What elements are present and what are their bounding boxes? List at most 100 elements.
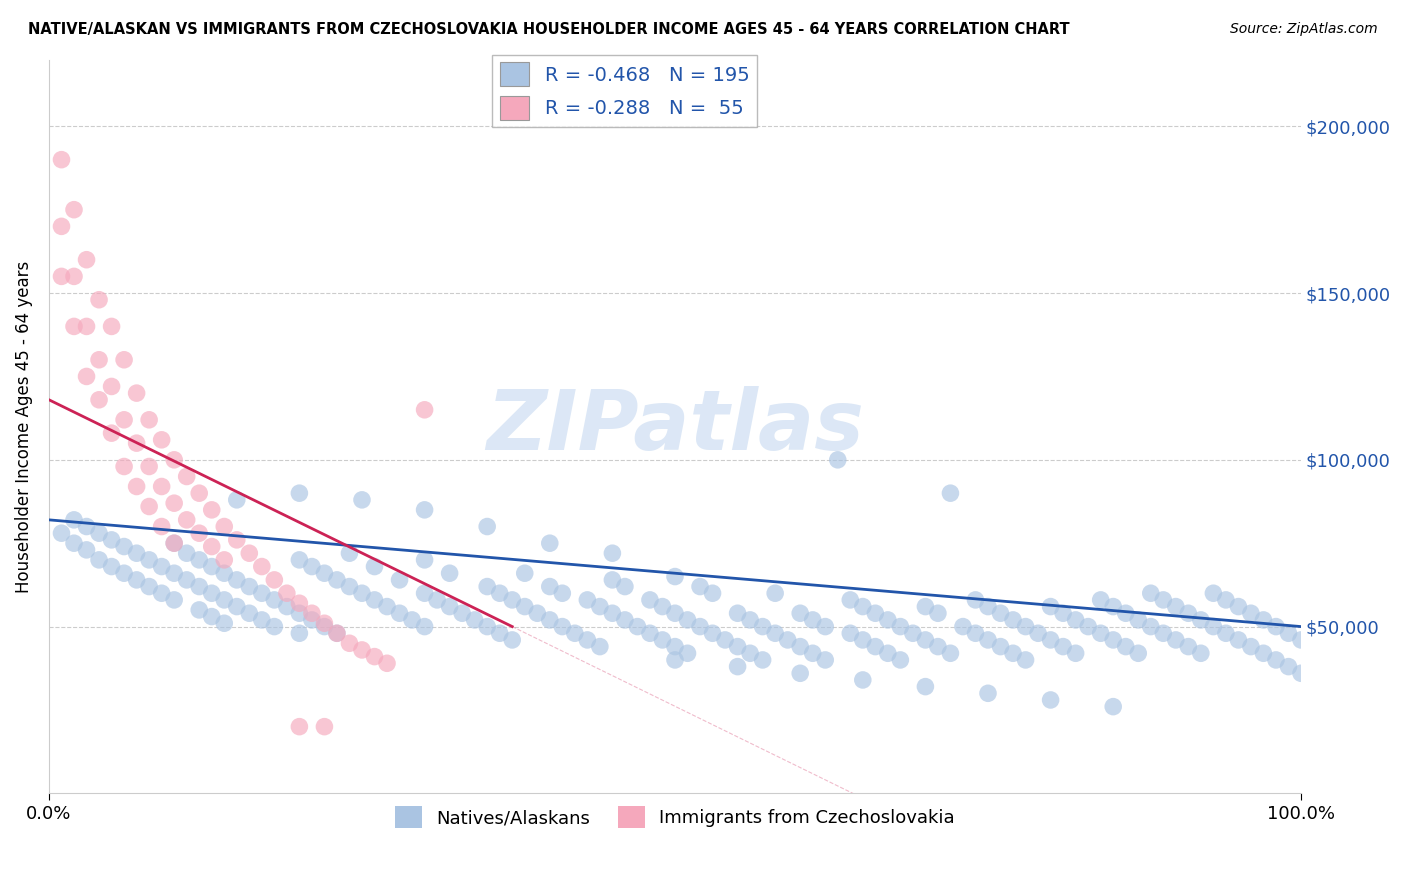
Point [763, 626, 786, 640]
Point [990, 640, 1012, 654]
Point [388, 606, 411, 620]
Point [112, 352, 135, 367]
Point [339, 546, 361, 560]
Point [225, 573, 247, 587]
Point [163, 593, 186, 607]
Point [63, 269, 86, 284]
Point [789, 606, 811, 620]
Point [339, 580, 361, 594]
Point [1215, 626, 1237, 640]
Point [301, 559, 323, 574]
Point [602, 546, 624, 560]
Point [1128, 613, 1150, 627]
Point [1177, 606, 1199, 620]
Point [87, 526, 110, 541]
Point [965, 626, 987, 640]
Point [638, 593, 661, 607]
Point [138, 580, 160, 594]
Point [1002, 613, 1025, 627]
Point [125, 386, 148, 401]
Point [852, 673, 875, 687]
Point [1227, 632, 1250, 647]
Point [76, 252, 98, 267]
Point [326, 626, 349, 640]
Point [339, 636, 361, 650]
Point [865, 640, 887, 654]
Point [801, 613, 824, 627]
Point [1115, 640, 1137, 654]
Point [176, 469, 198, 483]
Point [1014, 619, 1036, 633]
Point [163, 536, 186, 550]
Point [188, 486, 211, 500]
Point [314, 619, 336, 633]
Point [451, 606, 474, 620]
Point [1289, 632, 1312, 647]
Point [350, 643, 373, 657]
Point [63, 319, 86, 334]
Point [163, 453, 186, 467]
Point [439, 566, 461, 581]
Point [714, 632, 737, 647]
Point [138, 553, 160, 567]
Point [250, 559, 273, 574]
Point [1227, 599, 1250, 614]
Text: ZIPatlas: ZIPatlas [486, 386, 863, 467]
Point [1240, 606, 1263, 620]
Point [814, 619, 837, 633]
Point [188, 553, 211, 567]
Point [87, 553, 110, 567]
Point [676, 613, 699, 627]
Point [288, 606, 311, 620]
Point [651, 599, 673, 614]
Point [76, 369, 98, 384]
Point [125, 436, 148, 450]
Point [288, 596, 311, 610]
Point [727, 659, 749, 673]
Point [638, 626, 661, 640]
Point [150, 479, 173, 493]
Point [613, 613, 636, 627]
Point [1090, 626, 1112, 640]
Point [664, 640, 686, 654]
Point [477, 519, 499, 533]
Point [1039, 693, 1062, 707]
Point [87, 293, 110, 307]
Point [125, 573, 148, 587]
Point [927, 606, 949, 620]
Point [513, 566, 536, 581]
Point [1139, 586, 1161, 600]
Point [889, 653, 911, 667]
Point [589, 640, 612, 654]
Point [214, 566, 236, 581]
Point [538, 580, 561, 594]
Point [1164, 599, 1187, 614]
Point [1202, 586, 1225, 600]
Point [965, 593, 987, 607]
Point [977, 632, 1000, 647]
Point [163, 496, 186, 510]
Point [1064, 613, 1087, 627]
Point [326, 626, 349, 640]
Point [740, 646, 762, 660]
Point [865, 606, 887, 620]
Point [363, 649, 385, 664]
Point [664, 653, 686, 667]
Point [214, 616, 236, 631]
Point [776, 632, 799, 647]
Point [1215, 593, 1237, 607]
Point [1090, 593, 1112, 607]
Point [63, 202, 86, 217]
Point [651, 632, 673, 647]
Point [413, 586, 436, 600]
Point [526, 606, 548, 620]
Point [613, 580, 636, 594]
Y-axis label: Householder Income Ages 45 - 64 years: Householder Income Ages 45 - 64 years [15, 260, 32, 592]
Point [852, 599, 875, 614]
Point [914, 632, 936, 647]
Point [839, 593, 862, 607]
Point [76, 519, 98, 533]
Point [288, 553, 311, 567]
Point [388, 573, 411, 587]
Point [188, 526, 211, 541]
